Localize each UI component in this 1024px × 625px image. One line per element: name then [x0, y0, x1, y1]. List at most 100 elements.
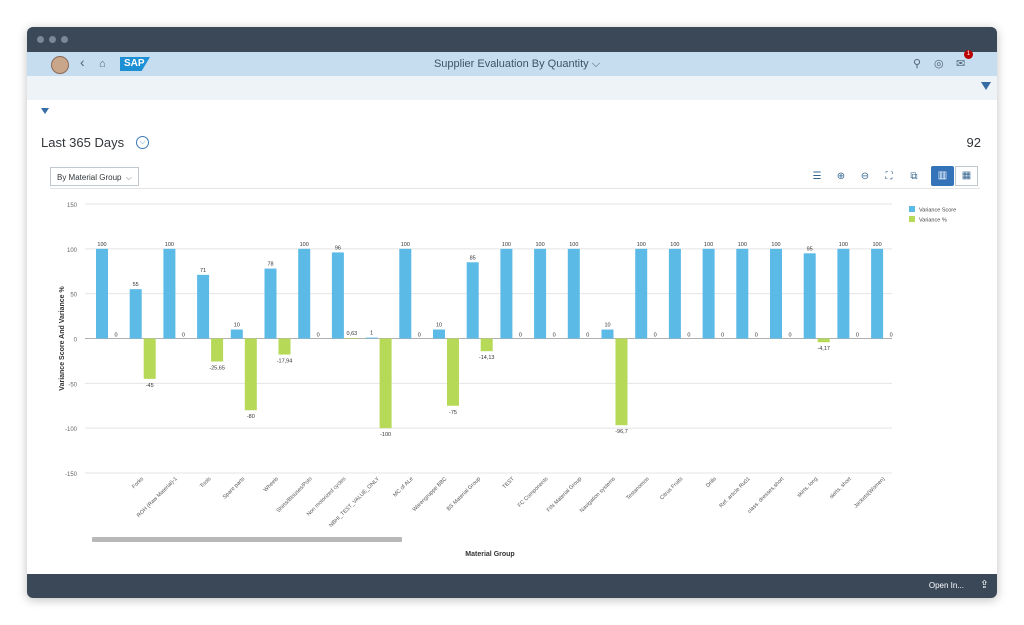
bar-variance-score: [770, 248, 782, 339]
data-label-variance-percent: 0: [755, 333, 758, 339]
bar-variance-score: [803, 253, 816, 339]
zoom-out-icon[interactable]: ⊖: [860, 171, 870, 182]
app-window: ‹ ⌂ SAP Supplier Evaluation By Quantity …: [27, 27, 997, 598]
data-label-variance-percent: 0: [418, 333, 421, 339]
share-icon[interactable]: ⇪: [979, 579, 989, 591]
bar-variance-percent: [817, 338, 830, 343]
legend-toggle-icon[interactable]: ☰: [812, 171, 822, 182]
bar-variance-score: [433, 329, 445, 339]
bar-variance-score: [298, 248, 311, 339]
data-label-variance-score: 100: [165, 242, 174, 248]
x-tick-label: MC of ALe: [392, 476, 414, 498]
search-icon[interactable]: ⚲: [913, 58, 922, 70]
window-maximize-dot[interactable]: [61, 36, 68, 43]
data-label-variance-score: 100: [738, 242, 747, 248]
data-label-variance-percent: 0: [519, 333, 522, 339]
data-label-variance-percent: -75: [449, 410, 457, 416]
view-selector-dropdown[interactable]: By Material Group ⌵: [50, 167, 139, 186]
filter-bar: [27, 76, 997, 100]
data-label-variance-score: 1: [370, 331, 373, 337]
x-tick-label: skirts, short: [829, 476, 853, 500]
data-label-variance-percent: 0: [182, 333, 185, 339]
page-title: Last 365 Days: [41, 135, 125, 150]
data-label-variance-percent: 0: [788, 333, 791, 339]
bar-variance-score: [702, 248, 715, 339]
legend-label: Variance Score: [919, 208, 956, 214]
x-tick-label: Drills: [705, 476, 718, 489]
data-label-variance-score: 100: [536, 242, 545, 248]
browser-titlebar: [27, 27, 997, 52]
bar-variance-percent: [278, 338, 291, 355]
bar-variance-percent: [244, 338, 257, 411]
data-label-variance-percent: 0,63: [347, 331, 358, 337]
open-in-button[interactable]: Open In...: [928, 581, 964, 590]
view-selector-value: By Material Group: [57, 173, 122, 182]
window-close-dot[interactable]: [37, 36, 44, 43]
chart-view-icon[interactable]: ▥: [931, 166, 954, 186]
notification-badge: 1: [964, 50, 973, 59]
data-label-variance-score: 95: [807, 246, 813, 252]
bar-variance-score: [163, 248, 176, 339]
data-label-variance-score: 100: [873, 242, 882, 248]
filter-adapt-icon[interactable]: [41, 108, 49, 114]
data-label-variance-score: 10: [436, 323, 442, 329]
zoom-in-icon[interactable]: ⊕: [836, 171, 846, 182]
settings-icon[interactable]: ◎: [934, 58, 944, 70]
data-label-variance-score: 100: [704, 242, 713, 248]
back-icon[interactable]: ‹: [80, 54, 85, 70]
bar-variance-score: [96, 248, 108, 339]
x-tick-label: Forks: [131, 476, 145, 490]
bar-variance-score: [668, 248, 681, 339]
data-label-variance-percent: 0: [856, 333, 859, 339]
sap-logo: SAP: [120, 57, 150, 71]
horizontal-scrollbar[interactable]: [92, 537, 402, 542]
y-tick-label: -50: [68, 382, 77, 388]
data-label-variance-score: 96: [335, 245, 341, 251]
data-label-variance-score: 55: [133, 282, 139, 288]
table-view-icon[interactable]: ▦: [955, 166, 978, 186]
bar-variance-score: [736, 248, 749, 339]
data-label-variance-percent: 0: [114, 333, 117, 339]
data-label-variance-percent: -17,94: [277, 359, 293, 365]
legend-swatch: [909, 206, 915, 212]
chevron-down-icon: ⌵: [591, 58, 601, 70]
x-tick-label: Jackets(Women): [853, 476, 886, 509]
data-label-variance-score: 100: [300, 242, 309, 248]
x-tick-label: TEST: [502, 476, 517, 491]
home-icon[interactable]: ⌂: [99, 58, 106, 70]
data-label-variance-score: 100: [502, 242, 511, 248]
filter-icon[interactable]: [981, 82, 991, 90]
dimensions-icon[interactable]: ⧉: [910, 171, 918, 182]
avatar[interactable]: [51, 56, 69, 74]
bar-variance-score: [399, 248, 412, 339]
bar-variance-percent: [345, 337, 358, 339]
x-tick-label: Shirts/Blouses/Polo: [276, 476, 314, 514]
chevron-down-icon: ⌵: [125, 173, 132, 182]
data-label-variance-score: 78: [267, 262, 273, 268]
fullscreen-icon[interactable]: ⛶: [885, 171, 893, 182]
x-tick-label: Spare parts: [222, 476, 247, 501]
x-axis-title: Material Group: [465, 551, 514, 558]
legend-swatch: [909, 216, 915, 222]
bar-variance-score: [635, 248, 648, 339]
notifications-icon[interactable]: ✉: [956, 58, 966, 70]
app-title[interactable]: Supplier Evaluation By Quantity ⌵: [407, 58, 627, 71]
window-minimize-dot[interactable]: [49, 36, 56, 43]
x-tick-label: class. dresses,short: [747, 476, 786, 515]
data-label-variance-score: 100: [569, 242, 578, 248]
data-label-variance-percent: 0: [317, 333, 320, 339]
bar-variance-score: [264, 268, 277, 339]
bar-variance-score: [466, 262, 479, 339]
data-label-variance-percent: -45: [146, 383, 154, 389]
bar-variance-score: [331, 252, 344, 339]
shell-bar: ‹ ⌂ SAP Supplier Evaluation By Quantity …: [27, 50, 997, 76]
app-title-label: Supplier Evaluation By Quantity: [433, 58, 589, 70]
chevron-down-icon[interactable]: ⌵: [136, 136, 149, 149]
x-tick-label: Tools: [199, 476, 212, 489]
data-label-variance-score: 100: [771, 242, 780, 248]
data-label-variance-percent: 0: [687, 333, 690, 339]
data-label-variance-score: 10: [234, 323, 240, 329]
data-label-variance-score: 10: [604, 323, 610, 329]
bar-variance-score: [871, 248, 884, 339]
